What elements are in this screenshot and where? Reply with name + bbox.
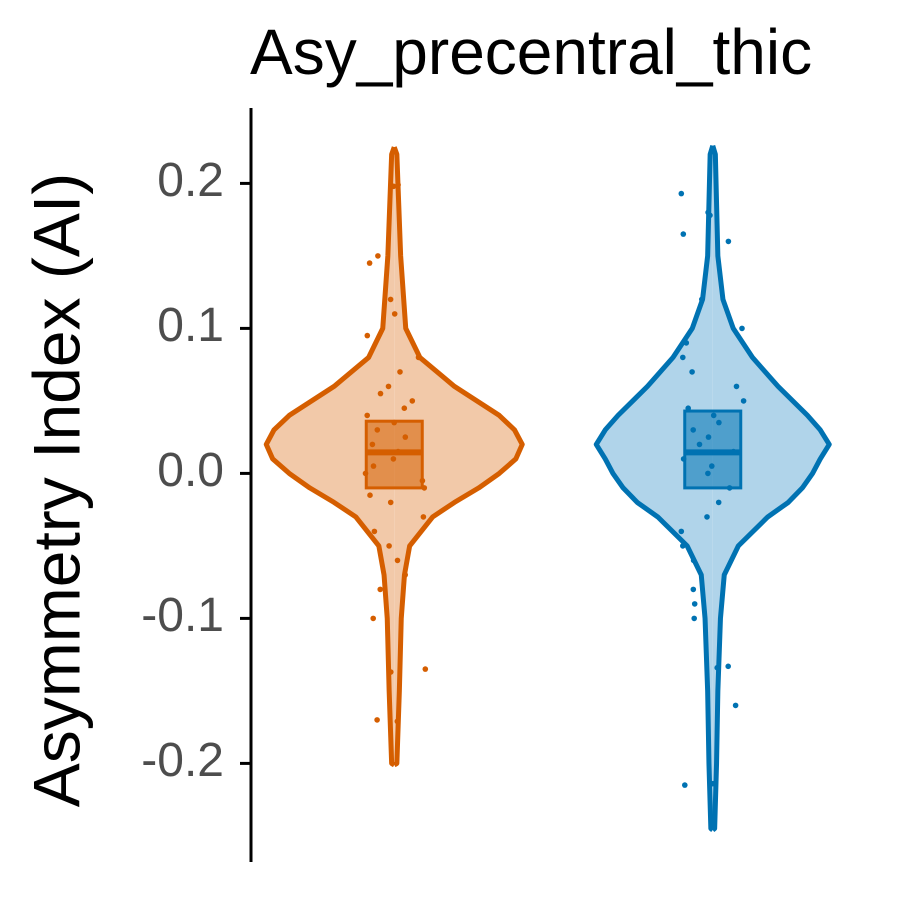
- data-point: [387, 499, 394, 506]
- data-point: [395, 182, 401, 188]
- data-point: [707, 212, 713, 219]
- data-point: [696, 441, 703, 448]
- data-point: [402, 572, 409, 578]
- data-point: [699, 296, 705, 303]
- y-tick-label: -0.2: [141, 734, 224, 787]
- data-point: [691, 615, 697, 622]
- violin-fill: [266, 147, 395, 765]
- y-tick-label: 0.1: [157, 299, 224, 352]
- data-point: [704, 514, 710, 520]
- violin-fill: [712, 145, 830, 831]
- data-point: [419, 477, 426, 484]
- data-point: [733, 383, 740, 390]
- chart-title: Asy_precentral_thic: [250, 16, 812, 88]
- violin-outline: [593, 144, 716, 833]
- data-point: [680, 456, 687, 462]
- data-point: [714, 664, 720, 671]
- data-point: [682, 782, 688, 788]
- data-point: [690, 557, 697, 564]
- data-point: [710, 780, 716, 787]
- data-point: [364, 412, 371, 419]
- data-point: [685, 405, 691, 412]
- data-point: [371, 528, 378, 535]
- data-point: [716, 419, 722, 426]
- data-point: [394, 557, 401, 564]
- y-axis-label: Asymmetry Index (AI): [19, 173, 93, 807]
- data-point: [739, 325, 745, 332]
- data-point: [422, 666, 429, 672]
- data-point: [374, 427, 381, 433]
- data-point: [367, 492, 373, 499]
- violin-fill: [596, 145, 713, 831]
- data-point: [732, 702, 739, 709]
- data-point: [689, 369, 695, 375]
- data-point: [690, 427, 696, 433]
- data-point: [421, 485, 428, 491]
- data-point: [385, 383, 392, 390]
- data-point: [401, 405, 408, 412]
- data-point: [377, 390, 384, 397]
- data-point: [705, 434, 712, 440]
- data-point: [394, 718, 401, 725]
- data-point: [386, 543, 392, 549]
- data-point: [377, 586, 384, 593]
- data-point: [391, 311, 398, 317]
- data-point: [390, 456, 397, 462]
- data-point: [370, 463, 377, 469]
- data-point: [369, 441, 376, 448]
- data-point: [726, 485, 733, 491]
- data-point: [725, 238, 732, 245]
- y-tick-label: 0.2: [157, 154, 224, 207]
- data-point: [370, 615, 377, 622]
- data-point: [397, 369, 403, 375]
- data-point: [683, 340, 690, 346]
- data-point: [364, 332, 371, 339]
- data-point: [362, 470, 369, 477]
- data-point: [680, 543, 686, 549]
- data-point: [374, 717, 380, 723]
- data-point: [705, 470, 711, 477]
- data-point: [420, 514, 427, 520]
- violin-fill: [394, 147, 523, 765]
- violin-outline: [391, 146, 525, 768]
- data-point: [680, 354, 686, 361]
- data-point: [709, 463, 715, 469]
- data-point: [691, 601, 698, 607]
- data-point: [366, 260, 373, 266]
- data-point: [678, 528, 685, 535]
- data-point: [715, 499, 722, 506]
- data-point: [415, 354, 422, 361]
- violin-outline: [710, 144, 832, 833]
- y-tick-label: -0.1: [141, 589, 224, 642]
- data-point: [387, 296, 394, 303]
- violin-outline: [263, 146, 397, 768]
- data-point: [375, 253, 381, 259]
- data-point: [690, 586, 697, 593]
- data-point: [391, 419, 398, 426]
- data-point: [388, 669, 394, 675]
- y-tick-label: 0.0: [157, 444, 224, 497]
- data-point: [680, 231, 687, 237]
- data-point: [402, 434, 409, 440]
- data-point: [678, 190, 685, 197]
- data-point: [725, 663, 731, 670]
- data-point: [740, 398, 747, 404]
- data-point: [409, 398, 416, 404]
- data-point: [390, 183, 397, 190]
- data-point: [710, 412, 717, 419]
